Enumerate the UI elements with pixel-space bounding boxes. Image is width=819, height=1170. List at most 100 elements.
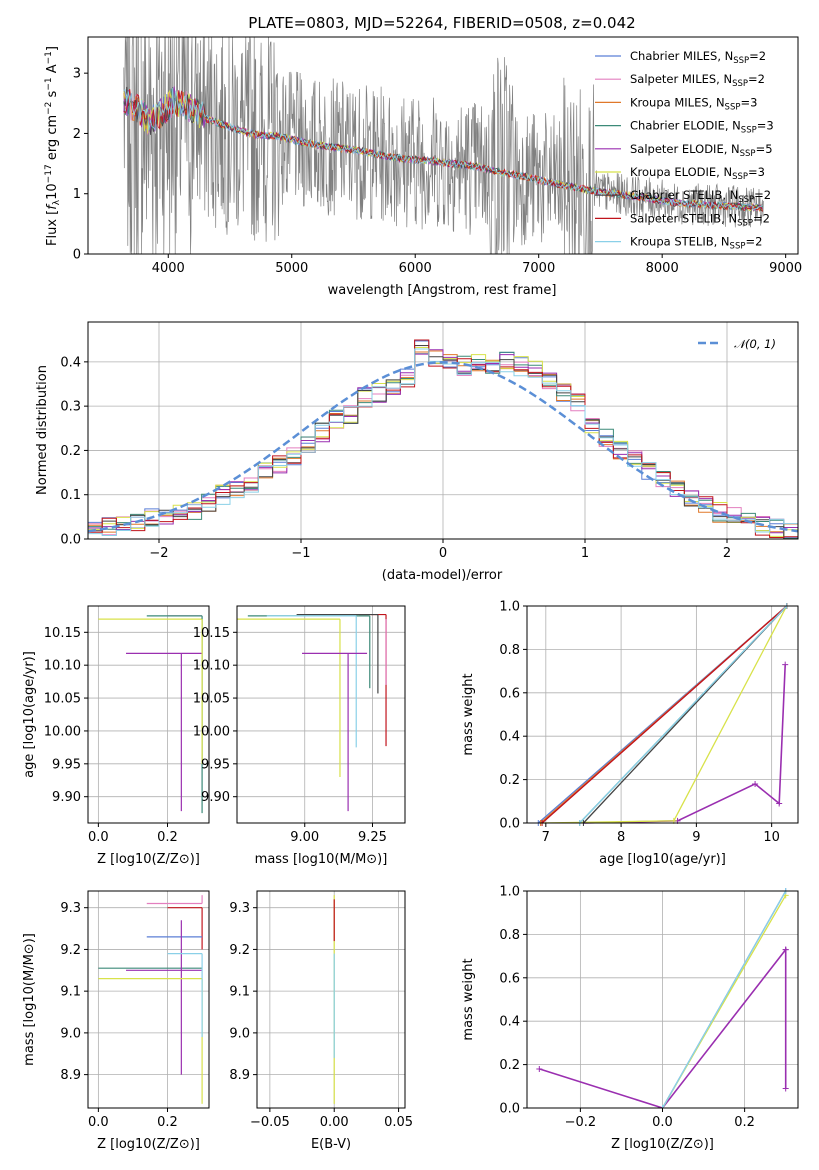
spectrum-x-tick-label: 6000: [399, 261, 432, 276]
mw-age-marker: [752, 780, 759, 787]
spectrum-y-tick-label: 1: [73, 187, 81, 202]
residual-ylabel: Normed distribution: [35, 365, 50, 495]
spectrum-x-tick-label: 5000: [275, 261, 308, 276]
spectrum-x-tick-label: 7000: [522, 261, 555, 276]
age-mass-y-tick-label: 9.95: [201, 757, 230, 772]
mass-ebv-y-tick-label: 9.1: [229, 985, 250, 1000]
mw-z-y-tick-label: 0.0: [499, 1102, 520, 1117]
mass-ebv-x-tick-label: −0.05: [250, 1115, 290, 1130]
residual-x-tick-label: 0: [439, 546, 447, 561]
age-z-y-tick-label: 10.10: [44, 659, 81, 674]
age-mass-grid: [237, 606, 405, 823]
spectrum-model-traces: [123, 86, 763, 213]
residual-y-tick-label: 0.1: [60, 488, 81, 503]
age-mass-marks: [237, 613, 387, 812]
spectrum-data-line: [123, 36, 764, 255]
residual-histogram: [88, 349, 798, 534]
mw-age-x-tick-label: 7: [542, 830, 550, 845]
mass-ebv-y-tick-label: 9.2: [229, 943, 250, 958]
mw-age-y-tick-label: 0.4: [499, 730, 520, 745]
age-z-ylabel: age [log10(age/yr)]: [22, 651, 37, 778]
spectrum-model-line: [123, 86, 763, 212]
mass-z-x-tick-label: 0.0: [88, 1115, 109, 1130]
mass-z-x-tick-label: 0.2: [157, 1115, 178, 1130]
spectrum-ylabel: Flux [fλ10−17 erg cm−2 s−1 A−1]: [44, 46, 62, 246]
legend-label: Chabrier ELODIE, NSSP=3: [630, 119, 774, 136]
mw-z-grid: [527, 890, 798, 1109]
mw-age-y-tick-label: 0.0: [499, 817, 520, 832]
age-z-y-tick-label: 9.90: [52, 790, 81, 805]
mass-ebv-y-tick-label: 9.0: [229, 1026, 250, 1041]
mass-ebv-x-tick-label: 0.00: [320, 1115, 349, 1130]
residual-x-tick-label: −1: [291, 546, 310, 561]
age-z-x-tick-label: 0.0: [88, 830, 109, 845]
mass-z-y-tick-label: 9.3: [60, 901, 81, 916]
mw-z-ticks: −0.2 0.0 0.2 0.0 0.2 0.4 0.6 0.8 1.0: [499, 885, 755, 1131]
mw-age-line: [583, 664, 786, 824]
age-mass-xlabel: mass [log10(M/M⊙)]: [255, 852, 388, 867]
mass-ebv-panel: −0.05 0.00 0.05 8.9 9.0 9.1 9.2 9.3 E(B-V): [229, 890, 413, 1152]
age-mass-panel: 9.00 9.25 9.90 9.95 10.00 10.05 10.10 10.15 mass…: [193, 605, 406, 867]
spectrum-y-tick-label: 3: [73, 67, 81, 82]
age-mass-x-tick-label: 9.25: [358, 830, 387, 845]
mw-age-axes: [526, 605, 799, 824]
spectrum-x-tick-label: 9000: [769, 261, 802, 276]
mw-z-ylabel: mass weight: [461, 958, 476, 1040]
age-z-y-tick-label: 10.00: [44, 724, 81, 739]
mass-z-ticks: 0.0 0.2 8.9 9.0 9.1 9.2 9.3: [60, 901, 178, 1130]
age-z-ticks: 0.0 0.2 9.90 9.95 10.00 10.05 10.10 10.15: [44, 626, 178, 845]
mass-ebv-y-tick-label: 8.9: [229, 1068, 250, 1083]
mw-z-y-tick-label: 0.2: [499, 1058, 520, 1073]
mw-z-y-tick-label: 0.6: [499, 971, 520, 986]
age-mass-y-tick-label: 10.05: [193, 692, 230, 707]
spectrum-x-tick-label: 4000: [152, 261, 185, 276]
mass-ebv-xlabel: E(B-V): [311, 1137, 351, 1152]
normal-curve: [87, 361, 799, 533]
residual-histogram: [88, 339, 798, 538]
residual-xlabel: (data-model)/error: [382, 568, 503, 583]
residual-y-tick-label: 0.2: [60, 444, 81, 459]
mass-z-xlabel: Z [log10(Z/Z⊙)]: [97, 1137, 200, 1152]
mw-z-marker: [536, 1065, 543, 1072]
normal-legend-label: 𝒩(0, 1): [734, 337, 776, 351]
legend-label: Chabrier STELIB, NSSP=2: [630, 188, 771, 205]
residual-x-tick-label: 1: [581, 546, 589, 561]
mw-age-marker: [782, 661, 789, 668]
mw-z-y-tick-label: 1.0: [499, 885, 520, 900]
age-z-xlabel: Z [log10(Z/Z⊙)]: [97, 852, 200, 867]
age-z-y-tick-label: 10.05: [44, 692, 81, 707]
legend-label: Salpeter STELIB, NSSP=2: [630, 211, 770, 228]
legend-label: Kroupa MILES, NSSP=3: [630, 95, 757, 112]
age-mass-axes: [236, 605, 406, 824]
spectrum-y-tick-label: 2: [73, 127, 81, 142]
mw-age-line: [579, 605, 788, 824]
mw-age-xlabel: age [log10(age/yr)]: [599, 852, 726, 867]
mass-z-axes: [87, 890, 210, 1109]
residual-y-tick-label: 0.0: [60, 533, 81, 548]
spectrum-data-trace: [123, 36, 764, 255]
mw-age-x-tick-label: 8: [617, 830, 625, 845]
mw-z-line: [661, 890, 787, 1109]
mass-z-y-tick-label: 9.2: [60, 943, 81, 958]
mw-z-xlabel: Z [log10(Z/Z⊙)]: [611, 1137, 714, 1152]
spectrum-y-tick-label: 0: [73, 248, 81, 263]
mw-age-y-tick-label: 0.8: [499, 643, 520, 658]
mw-age-line: [541, 605, 788, 824]
residual-x-tick-label: 2: [723, 546, 731, 561]
mass-z-y-tick-label: 9.0: [60, 1026, 81, 1041]
legend-label: Kroupa ELODIE, NSSP=3: [630, 165, 765, 182]
age-mass-y-tick-label: 10.10: [193, 659, 230, 674]
mass-z-ylabel: mass [log10(M/M⊙)]: [22, 933, 37, 1066]
age-z-y-tick-label: 10.15: [44, 626, 81, 641]
mw-z-y-tick-label: 0.4: [499, 1015, 520, 1030]
age-z-x-tick-label: 0.2: [157, 830, 178, 845]
age-mass-x-tick-label: 9.00: [290, 830, 319, 845]
legend-label: Salpeter ELODIE, NSSP=5: [630, 142, 773, 159]
age-mass-y-tick-label: 10.00: [193, 724, 230, 739]
spectrum-panel: PLATE=0803, MJD=52264, FIBERID=0508, z=0…: [44, 14, 802, 298]
mw-z-marker: [782, 946, 789, 953]
mw-age-x-tick-label: 10: [763, 830, 780, 845]
mw-z-x-tick-label: −0.2: [565, 1115, 597, 1130]
legend-label: Salpeter MILES, NSSP=2: [630, 72, 765, 89]
mw-age-x-tick-label: 9: [692, 830, 700, 845]
